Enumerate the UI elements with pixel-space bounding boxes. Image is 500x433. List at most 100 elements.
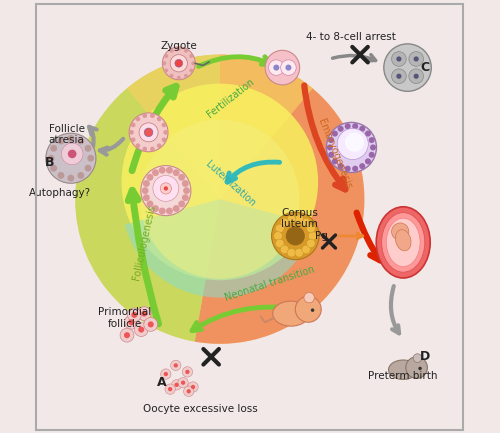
Ellipse shape	[272, 301, 310, 326]
FancyArrowPatch shape	[391, 286, 399, 333]
Circle shape	[306, 224, 315, 233]
Circle shape	[328, 137, 334, 143]
Ellipse shape	[388, 360, 418, 379]
Circle shape	[48, 155, 54, 162]
Circle shape	[396, 74, 402, 79]
Text: A: A	[156, 376, 166, 389]
Circle shape	[164, 186, 168, 191]
Circle shape	[153, 175, 179, 201]
Circle shape	[306, 239, 315, 248]
Circle shape	[46, 133, 96, 183]
Circle shape	[165, 384, 175, 394]
Circle shape	[159, 207, 166, 214]
Text: Embryogenesis: Embryogenesis	[316, 117, 353, 191]
Circle shape	[142, 113, 147, 118]
Circle shape	[152, 169, 159, 176]
Circle shape	[142, 187, 148, 194]
Circle shape	[182, 180, 189, 187]
Circle shape	[338, 126, 344, 132]
Circle shape	[274, 232, 282, 240]
Circle shape	[138, 326, 144, 333]
Circle shape	[344, 166, 350, 172]
FancyArrowPatch shape	[192, 307, 297, 331]
Text: Oocyte excessive loss: Oocyte excessive loss	[143, 404, 258, 414]
Circle shape	[344, 123, 350, 129]
Wedge shape	[194, 55, 364, 344]
Circle shape	[120, 328, 134, 342]
Circle shape	[144, 128, 153, 137]
Wedge shape	[125, 199, 315, 297]
Circle shape	[134, 323, 148, 336]
Circle shape	[308, 232, 317, 240]
Circle shape	[129, 130, 134, 135]
Circle shape	[359, 126, 365, 132]
Circle shape	[186, 389, 191, 394]
Circle shape	[138, 307, 151, 320]
Circle shape	[182, 194, 189, 201]
Wedge shape	[127, 55, 312, 199]
Circle shape	[409, 69, 424, 84]
Circle shape	[396, 56, 402, 61]
Circle shape	[304, 292, 314, 303]
FancyArrowPatch shape	[128, 191, 158, 324]
Circle shape	[326, 123, 376, 172]
Circle shape	[129, 113, 168, 152]
Circle shape	[295, 215, 304, 223]
Circle shape	[58, 172, 64, 179]
Circle shape	[68, 149, 76, 158]
Circle shape	[88, 155, 94, 162]
Circle shape	[162, 47, 195, 80]
Circle shape	[175, 59, 182, 67]
Circle shape	[345, 133, 364, 152]
Circle shape	[191, 61, 195, 65]
FancyArrowPatch shape	[332, 55, 376, 61]
Circle shape	[146, 174, 154, 181]
Text: 4- to 8-cell arrest: 4- to 8-cell arrest	[306, 32, 396, 42]
Circle shape	[160, 369, 171, 379]
Text: Folliculogenesis: Folliculogenesis	[132, 204, 157, 281]
Circle shape	[124, 332, 130, 338]
Text: Autophagy?: Autophagy?	[29, 188, 91, 198]
Ellipse shape	[382, 213, 425, 272]
FancyArrowPatch shape	[356, 213, 380, 260]
Circle shape	[392, 223, 409, 240]
Circle shape	[370, 145, 376, 150]
Circle shape	[170, 49, 173, 53]
Circle shape	[365, 130, 371, 136]
Circle shape	[131, 137, 136, 142]
Circle shape	[172, 205, 180, 212]
Circle shape	[186, 370, 190, 374]
Circle shape	[413, 354, 422, 362]
Circle shape	[62, 143, 83, 165]
Circle shape	[78, 138, 84, 145]
Circle shape	[191, 385, 195, 389]
Circle shape	[128, 308, 141, 322]
Circle shape	[332, 130, 338, 136]
Circle shape	[265, 50, 300, 85]
FancyArrowPatch shape	[339, 233, 363, 239]
Circle shape	[184, 74, 188, 78]
Circle shape	[131, 123, 136, 127]
Circle shape	[170, 360, 181, 371]
Circle shape	[352, 166, 358, 172]
Circle shape	[311, 308, 314, 312]
Circle shape	[337, 129, 368, 159]
FancyArrowPatch shape	[304, 85, 346, 190]
Circle shape	[287, 249, 296, 257]
Circle shape	[368, 137, 374, 143]
Circle shape	[302, 245, 310, 254]
Circle shape	[190, 54, 194, 58]
Circle shape	[157, 116, 162, 121]
Circle shape	[295, 249, 304, 257]
FancyArrowPatch shape	[89, 127, 96, 147]
Circle shape	[365, 158, 371, 165]
Circle shape	[296, 296, 321, 322]
Text: D: D	[420, 350, 430, 363]
Text: C: C	[420, 61, 430, 74]
Circle shape	[392, 52, 406, 66]
Circle shape	[280, 218, 289, 227]
Circle shape	[287, 215, 296, 223]
Circle shape	[142, 147, 147, 151]
Circle shape	[359, 163, 365, 169]
Circle shape	[68, 135, 74, 142]
